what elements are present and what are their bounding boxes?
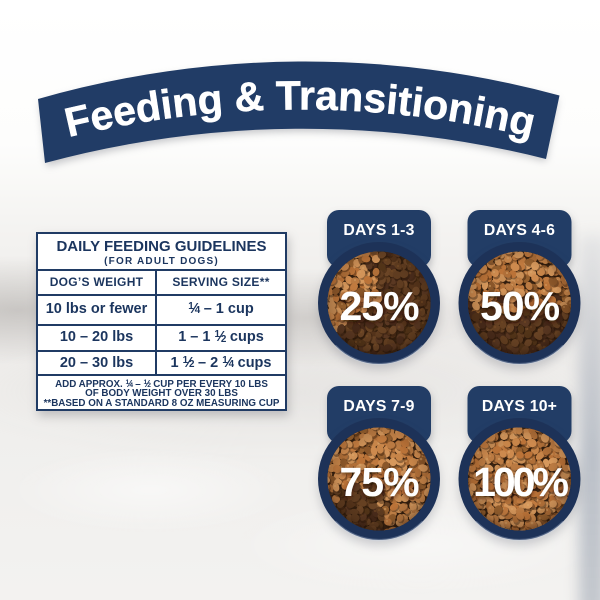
- svg-text:DAYS 1-3: DAYS 1-3: [343, 222, 414, 239]
- svg-text:25%: 25%: [339, 283, 419, 329]
- svg-text:DAYS 7-9: DAYS 7-9: [343, 398, 414, 415]
- svg-text:DAYS 4-6: DAYS 4-6: [484, 222, 555, 239]
- svg-text:50%: 50%: [480, 283, 560, 329]
- svg-text:DAYS 10+: DAYS 10+: [482, 398, 557, 415]
- svg-text:75%: 75%: [339, 459, 419, 505]
- svg-text:100%: 100%: [473, 459, 568, 505]
